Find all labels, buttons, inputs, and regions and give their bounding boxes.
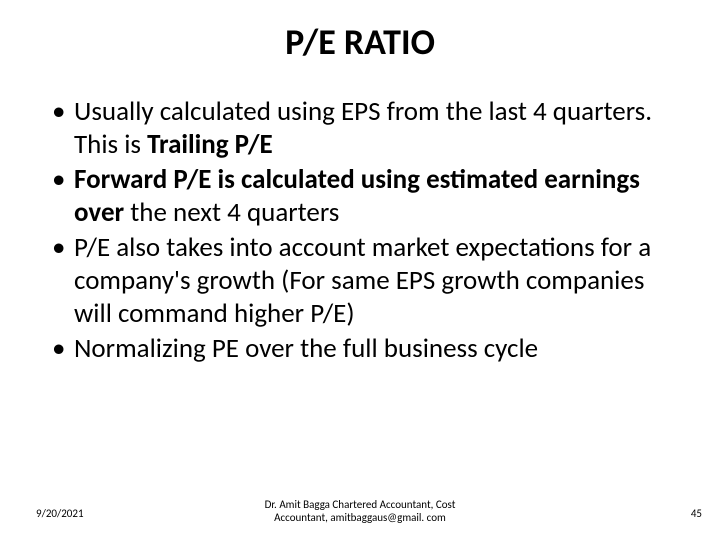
slide: P/E RATIO •Usually calculated using EPS … [0,0,720,540]
bullet-item: •Normalizing PE over the full business c… [52,333,660,366]
footer-author-line2: Accountant, amitbaggaus@gmail. com [274,511,446,524]
footer-author: Dr. Amit Bagga Chartered Accountant, Cos… [0,498,720,524]
footer-author-line1: Dr. Amit Bagga Chartered Accountant, Cos… [265,498,456,511]
slide-title: P/E RATIO [0,20,720,64]
bullet-dot-icon: • [52,232,74,331]
text-run: Trailing P/E [147,128,273,161]
bullet-dot-icon: • [52,96,74,162]
footer-page-number: 45 [691,507,702,520]
bullet-text: Usually calculated using EPS from the la… [74,96,660,162]
bullet-item: •Forward P/E is calculated using estimat… [52,164,660,230]
bullet-item: •P/E also takes into account market expe… [52,232,660,331]
bullet-text: Forward P/E is calculated using estimate… [74,164,660,230]
bullet-dot-icon: • [52,164,74,230]
slide-footer: 9/20/2021 Dr. Amit Bagga Chartered Accou… [0,496,720,526]
text-run: Normalizing PE over the full business cy… [74,332,538,365]
bullet-dot-icon: • [52,333,74,366]
bullet-text: P/E also takes into account market expec… [74,232,660,331]
text-run: the next 4 quarters [130,196,339,229]
bullet-item: •Usually calculated using EPS from the l… [52,96,660,162]
slide-body: •Usually calculated using EPS from the l… [52,96,660,368]
bullet-text: Normalizing PE over the full business cy… [74,333,660,366]
text-run: P/E also takes into account market expec… [74,231,651,330]
